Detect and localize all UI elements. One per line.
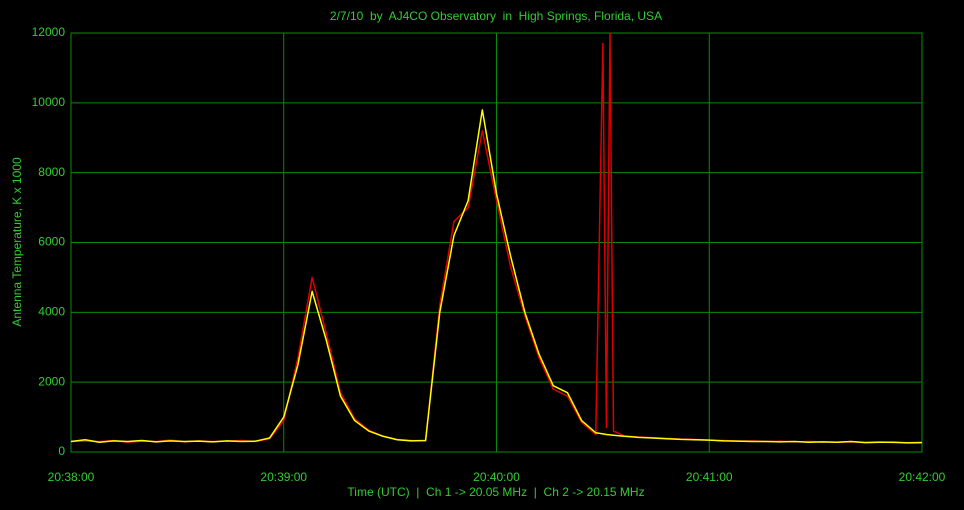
y-tick-label: 0 (58, 444, 65, 458)
y-tick-label: 12000 (32, 25, 66, 39)
y-tick-label: 10000 (32, 95, 66, 109)
x-tick-label: 20:39:00 (260, 470, 307, 484)
series-line (70, 109, 923, 444)
y-axis-label: Antenna Temperature, K x 1000 (10, 157, 24, 327)
y-tick-label: 6000 (38, 235, 65, 249)
chart-title: 2/7/10 by AJ4CO Observatory in High Spri… (330, 9, 662, 23)
x-tick-label: 20:41:00 (686, 470, 733, 484)
x-tick-label: 20:42:00 (899, 470, 946, 484)
x-tick-label: 20:40:00 (473, 470, 520, 484)
x-axis-label: Time (UTC) | Ch 1 -> 20.05 MHz | Ch 2 ->… (347, 485, 644, 499)
y-tick-label: 8000 (38, 165, 65, 179)
y-tick-label: 2000 (38, 374, 65, 388)
y-tick-label: 4000 (38, 305, 65, 319)
x-tick-label: 20:38:00 (48, 470, 95, 484)
